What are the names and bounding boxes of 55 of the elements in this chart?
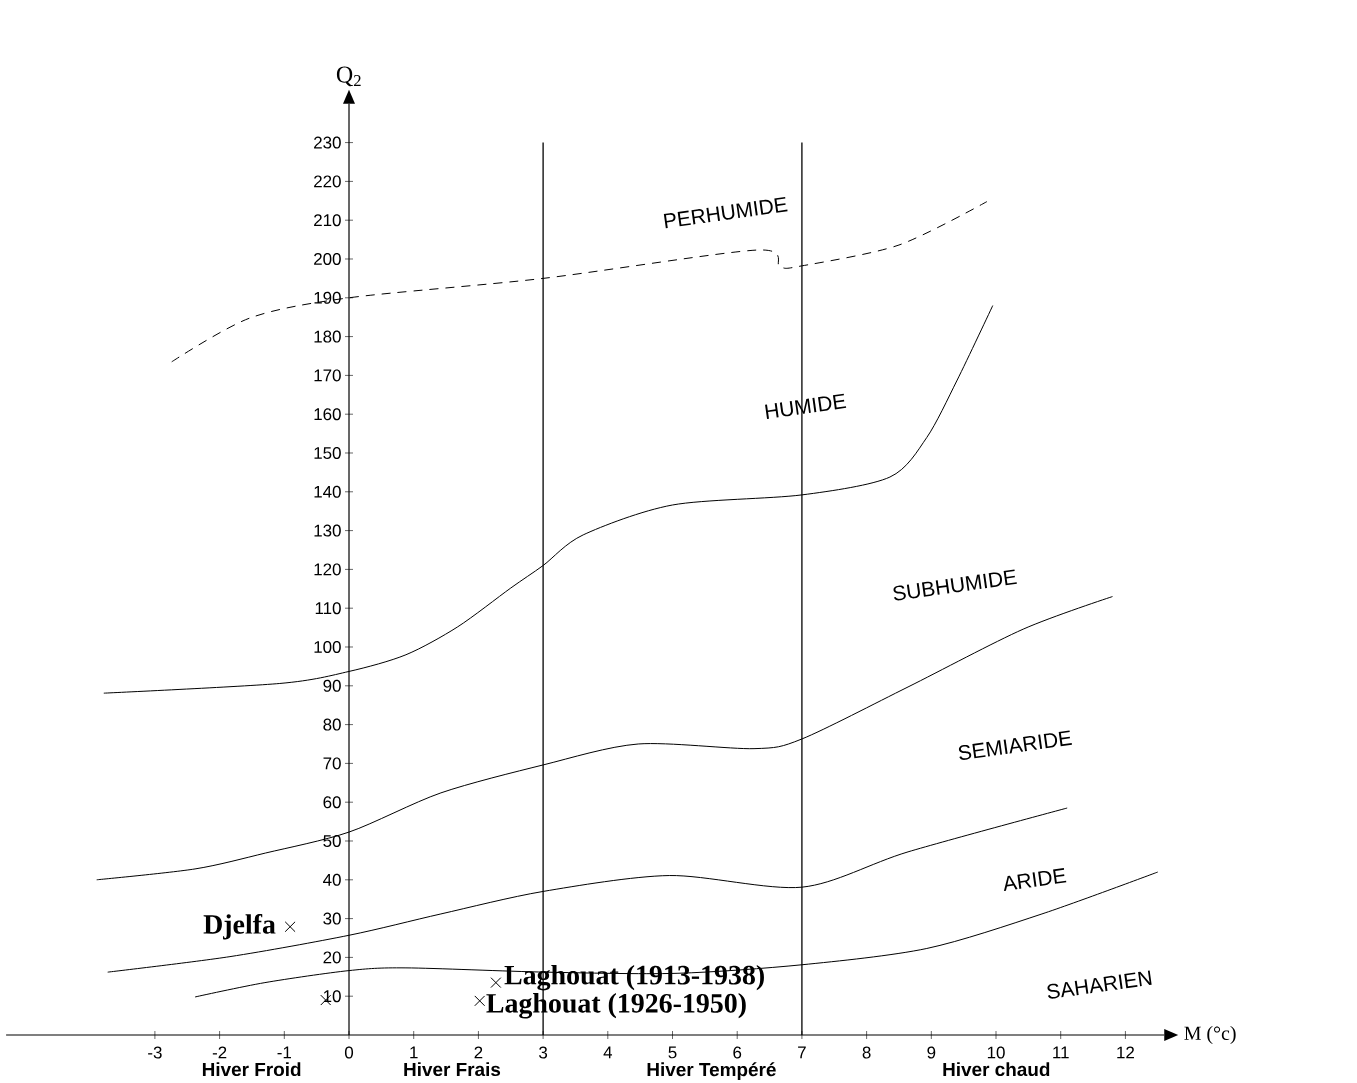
annotation: SAHARIEN (1047, 970, 1152, 999)
y-tick-label: 220 (314, 175, 341, 188)
y-tick-label: 170 (314, 369, 341, 382)
y-tick-label: 80 (323, 718, 341, 731)
annotation: Djelfa (203, 913, 276, 940)
y-tick-label: 50 (323, 835, 341, 847)
y-tick-label: 110 (315, 602, 341, 615)
y-tick-label: 60 (323, 796, 341, 809)
y-tick-label: 190 (314, 291, 341, 304)
x-tick-label: 1 (410, 1046, 418, 1059)
y-axis-title: Q$_{2}$ (336, 66, 361, 87)
y-tick-label: 160 (314, 408, 341, 421)
point (284, 921, 296, 933)
x-tick-label: 5 (668, 1046, 677, 1059)
text: Hiver chaud (943, 1062, 1050, 1077)
text: Hiver Frais (404, 1062, 501, 1077)
y-tick-label: 180 (314, 330, 341, 343)
x-tick-label: -3 (148, 1046, 162, 1059)
y-tick-label: 140 (314, 485, 341, 498)
y-tick-label: 130 (314, 524, 341, 537)
x-tick-label: 11 (1053, 1046, 1069, 1059)
y-tick-label: 210 (314, 214, 341, 227)
annotation: SUBHUMIDE (893, 569, 1017, 601)
x-tick-label: 2 (474, 1046, 483, 1059)
annotation: ARIDE (1003, 868, 1067, 892)
y-tick-label: 30 (323, 912, 341, 925)
x-tick-label: 0 (344, 1046, 354, 1059)
y-tick-label: 100 (314, 641, 341, 653)
point (490, 977, 502, 989)
x-tick-label: 8 (862, 1046, 871, 1059)
x-tick-label: 4 (603, 1046, 613, 1059)
x-tick-label: -2 (212, 1046, 227, 1059)
annotation: HUMIDE (765, 393, 847, 419)
y-tick-label: 120 (314, 563, 341, 576)
y-tick-label: 70 (323, 757, 341, 770)
y-tick-label: 200 (314, 252, 341, 265)
y-tick-label: 150 (314, 446, 341, 459)
x-tick-label: 3 (539, 1046, 548, 1059)
point (474, 995, 486, 1007)
y-tick-label: 230 (314, 136, 341, 149)
x-tick-label: 10 (987, 1046, 1005, 1059)
x-tick-label: -1 (277, 1046, 292, 1059)
x-tick-label: 7 (798, 1046, 806, 1059)
y-tick-label: 40 (323, 873, 341, 886)
y-tick-label: 10 (323, 990, 341, 1003)
x-tick-label: 9 (927, 1046, 936, 1059)
text: Hiver Tempéré (647, 1062, 776, 1080)
x-axis-title: M (°c) (1184, 1025, 1236, 1045)
x-tick-label: 6 (733, 1046, 742, 1059)
y-tick-label: 90 (323, 679, 341, 692)
annotation: PERHUMIDE (663, 196, 788, 229)
annotation: SEMIARIDE (958, 730, 1072, 760)
y-tick-label: 20 (323, 951, 341, 964)
x-tick-label: 12 (1117, 1046, 1134, 1059)
text: Hiver Froid (202, 1062, 301, 1077)
